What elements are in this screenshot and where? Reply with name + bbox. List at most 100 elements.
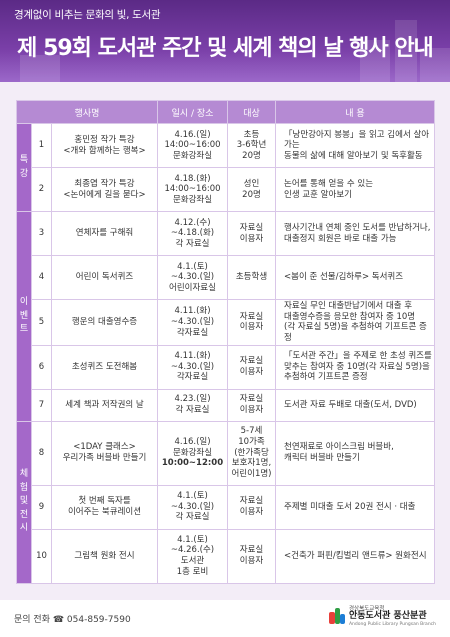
logo-name: 안동도서관 풍산분관 xyxy=(348,611,427,622)
header-date-place: 일시 / 장소 xyxy=(157,100,228,124)
event-name: 어린이 독서퀴즈 xyxy=(51,255,158,300)
row-number: 7 xyxy=(31,388,52,422)
cell-line: 10가족 xyxy=(238,437,265,448)
cell-line: 초등 xyxy=(243,129,260,140)
cell-line: 자료실 xyxy=(239,545,264,556)
cell-line: 각 자료실 xyxy=(175,238,210,249)
event-name: 최종엽 작가 특강 <논어에게 길을 묻다> xyxy=(51,167,158,212)
row-number: 9 xyxy=(31,484,52,530)
cell-line: 어린이 독서퀴즈 xyxy=(75,272,134,283)
event-name: 행운의 대출영수증 xyxy=(51,299,158,346)
cell-line: 보호자1명, xyxy=(231,458,272,469)
cell-line: 14:00~16:00 xyxy=(164,140,221,151)
logo-office: 경상북도교육청 xyxy=(348,606,385,612)
table-row: 10 그림책 원화 전시 4.1.(토) ~4.26.(수) 도서관 1층 로비 자료실 이용… xyxy=(17,528,435,584)
cell-line: 이용자 xyxy=(239,556,264,566)
category-char: 벤 xyxy=(19,310,29,321)
category-char: 및 xyxy=(19,496,29,507)
table-row: 4 어린이 독서퀴즈 4.1.(토) ~4.30.(일) 어린이자료실 초등학생 <봄이 준… xyxy=(17,255,435,300)
event-name: 첫 번째 독자를 이어주는 북큐레이션 xyxy=(51,484,158,530)
cell-line: 4.11.(화) xyxy=(174,351,211,362)
slogan: 경계없이 비추는 문화의 빛, 도서관 xyxy=(14,9,161,21)
cell-line: 자료실 xyxy=(239,356,264,367)
cell-line: 우리가족 버블바 만들기 xyxy=(62,453,147,463)
event-date-place: 4.23.(일) 각 자료실 xyxy=(157,388,228,422)
cell-line: ~4.30.(일) xyxy=(170,316,215,327)
cell-line: 최종엽 작가 특강 xyxy=(74,178,135,189)
table-row: 2 최종엽 작가 특강 <논어에게 길을 묻다> 4.18.(화) 14:00~16:0… xyxy=(17,167,435,212)
cell-line: 어린이1명) xyxy=(231,468,272,479)
cell-line: 4.11.(화) xyxy=(174,306,211,317)
cell-line: 각 자료실 xyxy=(175,512,210,523)
header-content: 내 용 xyxy=(275,100,435,124)
event-date-place: 4.11.(화) ~4.30.(일) 각자료실 xyxy=(157,344,228,390)
event-target: 성인 20명 xyxy=(227,167,276,212)
event-name: 홍민정 작가 특강 <개와 함께하는 행복> xyxy=(51,123,158,168)
cell-line: 도서관 자료 두배로 대출(도서, DVD) xyxy=(284,399,417,410)
event-content: <봄이 준 선물/김하루> 독서퀴즈 xyxy=(275,255,435,300)
cell-line: 행사기간내 연체 중인 도서를 반납하거나, xyxy=(284,222,431,233)
cell-line: (각 자료실 5명)을 추첨하여 기프트콘 증정 xyxy=(284,322,427,343)
event-name: 초성퀴즈 도전해봄 xyxy=(51,344,158,390)
event-date-place: 4.1.(토) ~4.30.(일) 각 자료실 xyxy=(157,484,228,530)
event-target: 자료실 이용자 xyxy=(227,388,276,422)
event-date-place: 4.16.(일) 14:00~16:00 문화강좌실 xyxy=(157,123,228,168)
cell-line: ~4.30.(일) xyxy=(170,361,215,372)
event-content: 행사기간내 연체 중인 도서를 반납하거나, 대출정지 회원은 바로 대출 가능 xyxy=(275,211,435,256)
cell-line: 4.1.(토) xyxy=(177,261,208,272)
cell-line: 4.16.(일) xyxy=(174,129,211,140)
cell-line: 4.23.(일) xyxy=(174,394,211,405)
cell-line: 10:00~12:00 xyxy=(161,458,224,469)
table-header-row: 행사명 일시 / 장소 대상 내 용 xyxy=(16,100,435,124)
category-char: 시 xyxy=(19,523,29,534)
cell-line: 이어주는 북큐레이션 xyxy=(67,507,142,517)
contact-phone: 문의 전화 ☎ 054-859-7590 xyxy=(14,615,131,625)
event-target: 초등학생 xyxy=(227,255,276,300)
event-date-place: 4.12.(수) ~4.18.(화) 각 자료실 xyxy=(157,211,228,256)
event-target: 초등 3-6학년 20명 xyxy=(227,123,276,168)
event-name: 세계 책과 저작권의 날 xyxy=(51,388,158,422)
cell-line: ~4.26.(수) xyxy=(170,545,215,556)
cell-line: 4.12.(수) xyxy=(174,217,211,228)
cell-line: 5-7세 xyxy=(240,426,263,437)
event-date-place: 4.16.(일) 문화강좌실 10:00~12:00 xyxy=(157,420,228,486)
library-logo-icon xyxy=(328,608,345,625)
header-event-name: 행사명 xyxy=(16,100,158,124)
cell-line: <건축가 퍼핀/킴벌리 앤드류> 원화전시 xyxy=(284,550,427,561)
cell-line: 4.1.(토) xyxy=(177,491,208,502)
category-char: 특 xyxy=(19,155,29,165)
event-content: 도서관 자료 두배로 대출(도서, DVD) xyxy=(275,388,435,422)
event-name: 그림책 원화 전시 xyxy=(51,528,158,584)
event-content: 자료실 무인 대출반납기에서 대출 후 대출영수증을 응모한 참여자 중 10명(… xyxy=(275,299,435,346)
cell-line: 각 자료실 xyxy=(175,405,210,415)
event-content: 천연재료로 아이스크림 버블바, 캐릭터 버블바 만들기 xyxy=(275,420,435,486)
cell-line: 캐릭터 버블바 만들기 xyxy=(284,453,360,463)
cell-line: 문화강좌실 xyxy=(172,194,213,205)
cell-line: 3-6학년 xyxy=(236,140,267,151)
event-content: <건축가 퍼핀/킴벌리 앤드류> 원화전시 xyxy=(275,528,435,584)
category-char: 전 xyxy=(19,509,29,520)
cell-line: 맞추는 참여자 중 10명(각 자료실 5명)을 xyxy=(284,361,430,372)
cell-line: 자료실 xyxy=(239,394,264,405)
cell-line: 주제별 미대출 도서 20권 전시 · 대출 xyxy=(284,501,416,512)
cell-line: 4.18.(화) xyxy=(174,173,211,184)
title-banner: 경계없이 비추는 문화의 빛, 도서관 제 59회 도서관 주간 및 세계 책의… xyxy=(0,0,450,82)
cell-line: 4.16.(일) xyxy=(174,437,211,448)
page-title: 제 59회 도서관 주간 및 세계 책의 날 행사 안내 xyxy=(17,36,434,61)
cell-line: ~4.30.(일) xyxy=(170,272,215,283)
table-body: 특 강 1 홍민정 작가 특강 <개와 함께하는 행복> 4.16.(일) 14:00~16… xyxy=(16,123,435,584)
cell-line: <봄이 준 선물/김하루> 독서퀴즈 xyxy=(284,272,404,283)
row-number: 6 xyxy=(31,344,52,390)
event-content: 논어를 통해 얻을 수 있는 인생 교훈 알아보기 xyxy=(275,167,435,212)
row-number: 1 xyxy=(31,123,52,168)
cell-line: 「도서관 주간」을 주제로 한 초성 퀴즈를 xyxy=(284,351,432,362)
event-target: 자료실 이용자 xyxy=(227,528,276,584)
cell-line: 인생 교훈 알아보기 xyxy=(284,189,352,200)
cell-line: <1DAY 클래스> xyxy=(73,442,136,453)
category-char: 강 xyxy=(19,168,29,179)
cell-line: <논어에게 길을 묻다> xyxy=(63,189,146,200)
table-row: 5 행운의 대출영수증 4.11.(화) ~4.30.(일) 각자료실 자료실 이용자 자료실… xyxy=(17,299,435,346)
